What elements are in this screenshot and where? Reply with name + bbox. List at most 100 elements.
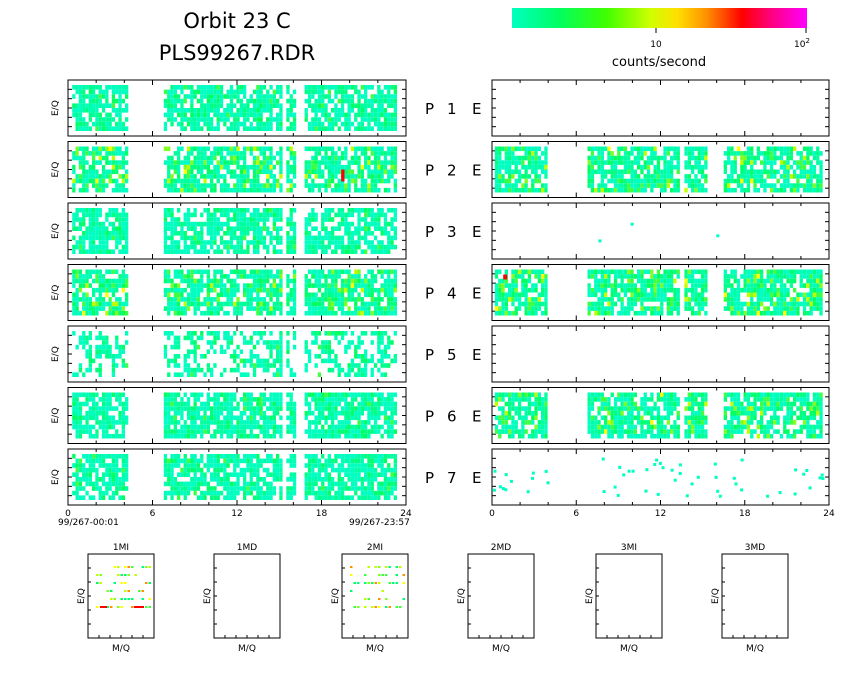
- heatmap-cell: [183, 274, 187, 279]
- heatmap-cell: [193, 424, 197, 430]
- heatmap-cell: [223, 486, 227, 491]
- heatmap-cell: [111, 89, 116, 95]
- heatmap-cell: [210, 406, 214, 411]
- heatmap-cell: [289, 98, 293, 104]
- heatmap-cell: [613, 183, 618, 188]
- heatmap-cell: [78, 486, 83, 491]
- heatmap-cell: [704, 160, 708, 165]
- heatmap-cell: [304, 472, 308, 477]
- heatmap-cell: [229, 401, 234, 407]
- heatmap-cell: [223, 155, 227, 161]
- heatmap-cell: [88, 331, 92, 336]
- heatmap-cell: [769, 169, 774, 175]
- heatmap-cell: [82, 94, 86, 99]
- heatmap-cell: [72, 274, 76, 279]
- heatmap-cell: [317, 235, 322, 241]
- heatmap-cell: [72, 169, 76, 175]
- heatmap-cell: [269, 112, 273, 118]
- heatmap-cell: [190, 410, 194, 416]
- heatmap-cell: [170, 89, 174, 95]
- heatmap-cell: [350, 155, 355, 161]
- heatmap-cell: [377, 401, 381, 407]
- heatmap-cell: [334, 429, 338, 434]
- heatmap-cell: [337, 467, 341, 473]
- heatmap-cell: [684, 187, 688, 193]
- heatmap-cell: [276, 89, 280, 95]
- heatmap-cell: [105, 454, 109, 459]
- heatmap-cell: [105, 269, 109, 275]
- heatmap-cell: [793, 160, 797, 165]
- heatmap-cell: [115, 481, 119, 487]
- heatmap-cell: [85, 160, 89, 165]
- heatmap-cell: [111, 269, 116, 275]
- heatmap-cell: [193, 486, 197, 491]
- heatmap-cell: [243, 372, 247, 377]
- heatmap-cell: [289, 187, 293, 193]
- heatmap-cell: [163, 226, 168, 231]
- heatmap-cell: [78, 392, 83, 398]
- heatmap-cell: [246, 490, 250, 496]
- heatmap-cell: [177, 169, 181, 175]
- heatmap-cell: [173, 463, 177, 468]
- heatmap-cell: [360, 208, 364, 213]
- heatmap-cell: [216, 178, 220, 184]
- heatmap-cell: [321, 155, 325, 161]
- heatmap-cell: [219, 467, 224, 473]
- heatmap-cell: [239, 240, 243, 245]
- heatmap-cell: [229, 155, 234, 161]
- heatmap-cell: [390, 486, 394, 491]
- heatmap-cell: [279, 85, 283, 90]
- heatmap-cell: [170, 249, 174, 254]
- heatmap-cell: [118, 108, 122, 113]
- heatmap-cell: [610, 164, 614, 170]
- heatmap-cell: [101, 458, 106, 464]
- heatmap-cell: [289, 208, 293, 213]
- heatmap-cell: [82, 424, 86, 430]
- heatmap-cell: [180, 183, 184, 188]
- heatmap-cell: [314, 420, 318, 425]
- heatmap-cell: [115, 306, 119, 311]
- heatmap-cell: [360, 178, 364, 184]
- heatmap-cell: [311, 490, 315, 496]
- heatmap-cell: [666, 174, 670, 179]
- heatmap-cell: [249, 121, 253, 127]
- heatmap-cell: [331, 349, 335, 354]
- heatmap-cell: [101, 433, 106, 439]
- heatmap-cell: [196, 183, 201, 188]
- heatmap-cell: [256, 94, 260, 99]
- heatmap-cell: [276, 401, 280, 407]
- heatmap-cell: [183, 424, 187, 430]
- heatmap-cell: [213, 490, 217, 496]
- heatmap-cell: [317, 98, 322, 104]
- heatmap-cell: [380, 463, 384, 468]
- heatmap-cell: [799, 155, 803, 161]
- heatmap-cell: [383, 221, 388, 227]
- heatmap-cell: [494, 160, 499, 165]
- heatmap-cell: [239, 174, 243, 179]
- heatmap-cell: [286, 358, 290, 364]
- heatmap-cell: [190, 112, 194, 118]
- heatmap-cell: [78, 103, 83, 108]
- left-column-panels: E/QE/QE/QE/QE/QE/QE/Q0 6 12 18 24: [51, 79, 412, 519]
- heatmap-cell: [95, 235, 99, 241]
- heatmap-cell: [334, 117, 338, 122]
- heatmap-cell: [304, 283, 308, 288]
- heatmap-cell: [387, 269, 391, 275]
- heatmap-cell: [789, 174, 793, 179]
- heatmap-cell: [653, 164, 657, 170]
- heatmap-cell: [163, 98, 168, 104]
- heatmap-cell: [292, 472, 297, 477]
- heatmap-cell: [373, 297, 378, 302]
- heatmap-cell: [380, 354, 384, 359]
- heatmap-cell: [357, 278, 361, 284]
- heatmap-cell: [344, 424, 348, 430]
- heatmap-cell: [72, 372, 76, 377]
- heatmap-cell: [327, 458, 331, 464]
- heatmap-cell: [180, 235, 184, 241]
- heatmap-cell: [383, 212, 388, 218]
- heatmap-cell: [763, 164, 767, 170]
- heatmap-cell: [193, 467, 197, 473]
- heatmap-cell: [350, 169, 355, 175]
- heatmap-cell: [314, 235, 318, 241]
